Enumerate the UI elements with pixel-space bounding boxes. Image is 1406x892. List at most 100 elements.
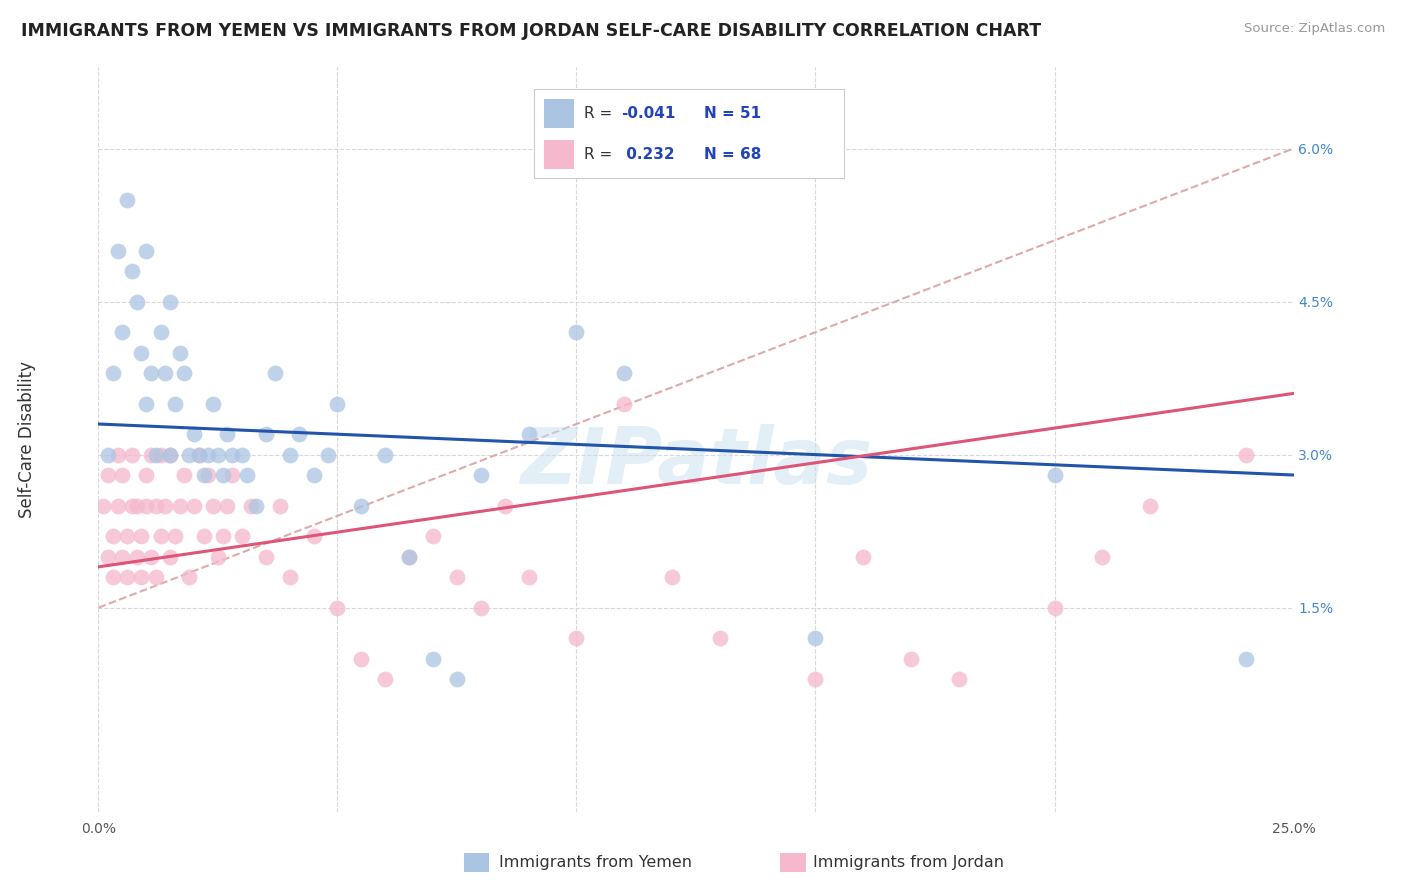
Point [183,427,205,442]
Point [398,549,420,564]
Point [131,345,153,359]
Text: N = 51: N = 51 [704,106,762,120]
Text: 0.232: 0.232 [621,147,675,161]
Point [446,570,468,584]
Point [111,325,134,339]
Point [264,366,287,380]
Point [1139,499,1161,513]
Point [139,549,162,564]
Point [125,294,148,309]
Point [494,499,516,513]
Point [470,468,492,483]
Text: Immigrants from Yemen: Immigrants from Yemen [499,855,692,870]
Point [107,499,129,513]
Point [159,448,181,462]
Point [139,366,162,380]
Point [145,570,167,584]
Point [115,193,138,207]
Point [97,549,120,564]
Point [1043,600,1066,615]
Point [269,499,291,513]
Point [202,396,225,410]
Point [187,448,209,462]
Point [278,448,301,462]
Point [240,499,263,513]
Point [173,468,195,483]
Point [159,549,181,564]
Point [900,651,922,665]
Point [121,499,143,513]
Point [217,499,239,513]
Text: R =: R = [583,106,612,120]
Point [107,448,129,462]
Text: N = 68: N = 68 [704,147,762,161]
Point [149,325,172,339]
Point [217,427,239,442]
Point [254,549,277,564]
Point [145,499,167,513]
Point [231,529,253,543]
Point [101,529,124,543]
Point [231,448,253,462]
Point [422,529,444,543]
Point [374,448,396,462]
Point [193,529,215,543]
Point [179,448,201,462]
Point [565,632,588,646]
Point [207,549,229,564]
Point [149,529,172,543]
Point [326,600,349,615]
Point [804,632,827,646]
Point [121,264,143,278]
Text: -0.041: -0.041 [621,106,675,120]
Point [155,499,177,513]
Bar [544,99,575,128]
Point [316,448,339,462]
Point [235,468,257,483]
Point [163,529,186,543]
Point [159,448,181,462]
Point [193,468,215,483]
Point [245,499,267,513]
Point [149,448,172,462]
Point [169,345,191,359]
Text: ZIPatlas: ZIPatlas [520,424,872,500]
Bar [544,140,575,169]
Point [173,366,195,380]
Point [187,448,209,462]
Point [422,651,444,665]
Point [278,570,301,584]
Point [211,468,233,483]
Point [661,570,683,584]
Point [179,570,201,584]
Point [125,549,148,564]
Point [948,672,970,686]
Point [115,570,138,584]
Point [91,499,114,513]
Point [709,632,731,646]
Point [254,427,277,442]
Text: Immigrants from Jordan: Immigrants from Jordan [813,855,1004,870]
Point [221,468,243,483]
Point [139,448,162,462]
Point [121,448,143,462]
Point [804,672,827,686]
Point [115,529,138,543]
Text: R =: R = [583,147,612,161]
Point [111,468,134,483]
Text: IMMIGRANTS FROM YEMEN VS IMMIGRANTS FROM JORDAN SELF-CARE DISABILITY CORRELATION: IMMIGRANTS FROM YEMEN VS IMMIGRANTS FROM… [21,22,1042,40]
Point [197,468,219,483]
Point [326,396,349,410]
Point [131,529,153,543]
Point [302,529,325,543]
Point [159,294,181,309]
Point [565,325,588,339]
Point [288,427,311,442]
Point [169,499,191,513]
Point [446,672,468,686]
Point [517,427,540,442]
Point [101,366,124,380]
Point [350,651,373,665]
Point [221,448,243,462]
Point [1091,549,1114,564]
